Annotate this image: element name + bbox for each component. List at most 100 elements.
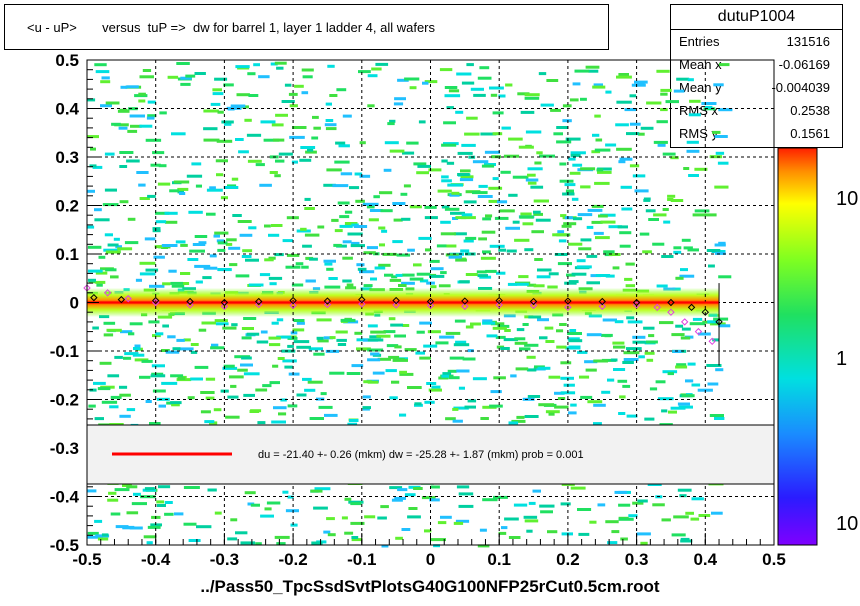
- heatmap-cell: [230, 518, 238, 522]
- heatmap-cell: [418, 120, 426, 124]
- heatmap-cell: [484, 150, 500, 154]
- heatmap-cell: [342, 240, 352, 244]
- heatmap-cell: [717, 161, 729, 165]
- heatmap-cell: [103, 321, 116, 325]
- heatmap-cell: [395, 536, 403, 540]
- heatmap-cell: [99, 361, 112, 365]
- heatmap-cell: [557, 230, 565, 234]
- heatmap-cell: [636, 532, 651, 536]
- heatmap-cell: [678, 405, 693, 409]
- heatmap-cell: [371, 67, 382, 71]
- heatmap-cell: [145, 400, 152, 403]
- heatmap-cell: [602, 318, 617, 322]
- heatmap-cell: [595, 236, 610, 240]
- heatmap-cell: [115, 525, 129, 529]
- heatmap-cell: [336, 88, 347, 92]
- heatmap-cell: [564, 216, 573, 220]
- heatmap-cell: [512, 220, 520, 224]
- heatmap-cell: [340, 318, 356, 322]
- heatmap-cell: [149, 422, 161, 425]
- heatmap-cell: [269, 343, 281, 347]
- heatmap-cell: [150, 374, 166, 378]
- heatmap-cell: [403, 184, 411, 188]
- heatmap-cell: [570, 151, 586, 155]
- heatmap-cell: [324, 413, 338, 417]
- heatmap-cell: [394, 345, 402, 349]
- heatmap-cell: [661, 409, 668, 413]
- heatmap-cell: [156, 397, 170, 401]
- heatmap-cell: [486, 334, 498, 338]
- heatmap-cell: [577, 213, 593, 217]
- heatmap-cell: [632, 501, 644, 505]
- heatmap-cell: [269, 171, 278, 174]
- heatmap-cell: [190, 377, 203, 381]
- heatmap-cell: [673, 515, 689, 519]
- y-tick-label: -0.3: [50, 439, 79, 458]
- heatmap-cell: [366, 205, 375, 209]
- heatmap-cell: [152, 229, 161, 233]
- heatmap-cell: [692, 213, 706, 217]
- heatmap-cell: [200, 410, 211, 414]
- y-tick-label: 0.1: [55, 245, 79, 264]
- heatmap-cell: [640, 541, 648, 545]
- heatmap-cell: [300, 227, 307, 231]
- profile-magenta-point: [124, 294, 132, 303]
- heatmap-cell: [484, 163, 496, 166]
- heatmap-cell: [464, 405, 476, 409]
- heatmap-cell: [362, 395, 371, 399]
- heatmap-cell: [100, 80, 111, 84]
- heatmap-cell: [493, 495, 508, 499]
- heatmap-cell: [448, 89, 460, 93]
- stats-value: -0.004039: [771, 80, 830, 95]
- heatmap-cell: [95, 280, 106, 284]
- heatmap-cell: [89, 388, 97, 392]
- heatmap-cell: [478, 237, 487, 241]
- heatmap-cell: [455, 110, 464, 114]
- heatmap-cell: [372, 371, 385, 375]
- heatmap-cell: [568, 280, 579, 284]
- heatmap-cell: [247, 159, 262, 163]
- heatmap-cell: [356, 347, 371, 351]
- heatmap-cell: [211, 343, 219, 347]
- heatmap-cell: [668, 410, 677, 414]
- heatmap-cell: [353, 225, 368, 228]
- heatmap-cell: [317, 225, 325, 229]
- heatmap-cell: [88, 404, 96, 408]
- heatmap-cell: [626, 316, 635, 320]
- heatmap-cell: [557, 262, 572, 266]
- heatmap-cell: [161, 244, 178, 247]
- heatmap-cell: [94, 218, 110, 222]
- heatmap-cell: [94, 519, 103, 523]
- heatmap-cell: [119, 200, 129, 204]
- heatmap-cell: [591, 220, 603, 224]
- heatmap-cell: [334, 229, 343, 233]
- heatmap-cell: [216, 239, 225, 243]
- heatmap-cell: [401, 281, 415, 285]
- heatmap-cell: [605, 274, 615, 278]
- profile-black-point: [392, 296, 400, 305]
- heatmap-cell: [129, 526, 143, 530]
- heatmap-cell: [479, 528, 487, 532]
- heatmap-cell: [217, 110, 224, 114]
- heatmap-cell: [433, 544, 440, 548]
- heatmap-cell: [489, 244, 505, 248]
- heatmap-cell: [325, 349, 340, 353]
- heatmap-cell: [568, 157, 576, 161]
- heatmap-cell: [119, 165, 128, 168]
- heatmap-cell: [127, 217, 136, 221]
- heatmap-cell: [622, 384, 631, 388]
- heatmap-cell: [130, 124, 142, 128]
- heatmap-cell: [465, 273, 478, 276]
- heatmap-cell: [333, 243, 342, 247]
- heatmap-cell: [101, 76, 110, 80]
- heatmap-cell: [425, 248, 432, 252]
- heatmap-cell: [221, 120, 234, 124]
- heatmap-cell: [595, 138, 603, 142]
- heatmap-cell: [424, 216, 438, 220]
- heatmap-cell: [619, 157, 633, 161]
- heatmap-cell: [290, 331, 298, 335]
- heatmap-cell: [108, 491, 117, 495]
- heatmap-cell: [495, 335, 506, 339]
- heatmap-cell: [220, 196, 228, 200]
- heatmap-cell: [618, 160, 626, 164]
